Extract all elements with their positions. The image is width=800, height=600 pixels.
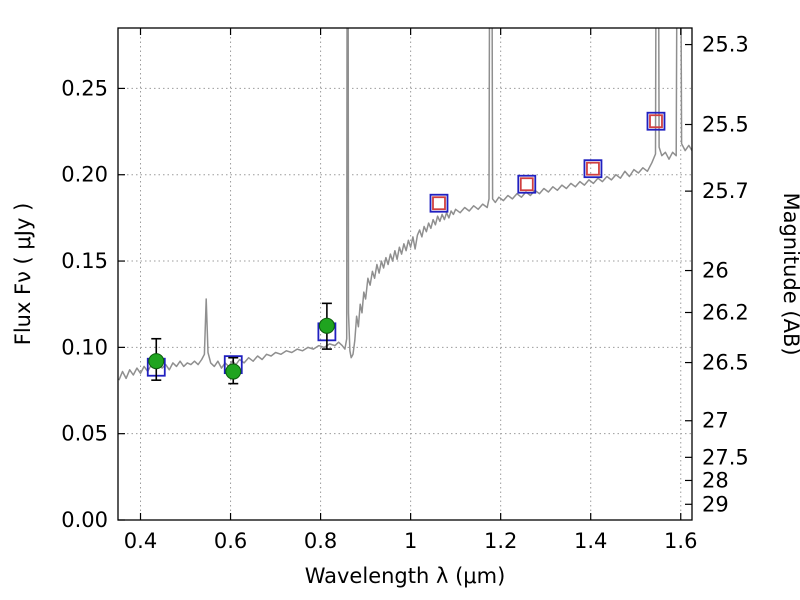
tick-label-layer: 0.4 0.6 0.8 1 1.2 1.4 1.6 0.00 0.05 0.10 0.15 0.20 0…	[61, 33, 749, 553]
x-tick-label: 1	[404, 529, 417, 553]
y-tick-label-right: 27	[702, 409, 729, 433]
photometry-red-squares	[432, 196, 446, 211]
x-tick-label: 0.6	[214, 529, 247, 553]
photometry-red-squares	[586, 161, 600, 176]
galaxy-spectrum	[118, 28, 692, 381]
y-tick-label-right: 29	[702, 492, 729, 516]
y-tick-label-right: 25.7	[702, 179, 749, 203]
y-tick-label-right: 28	[702, 468, 729, 492]
x-tick-label: 1.6	[664, 529, 697, 553]
photometry-green-circles	[225, 363, 242, 380]
x-tick-label: 1.2	[484, 529, 517, 553]
y-tick-label-left: 0.25	[61, 76, 108, 100]
x-axis-label: Wavelength λ (μm)	[305, 564, 506, 588]
y-tick-label-right: 26.5	[702, 351, 749, 375]
tick-layer	[118, 28, 692, 521]
photometry-blue-squares	[429, 193, 449, 213]
y-tick-label-right: 25.3	[702, 33, 749, 57]
y-tick-label-right: 26.2	[702, 300, 749, 324]
y-tick-label-right: 25.5	[702, 113, 749, 137]
plot-background	[118, 28, 692, 520]
y-tick-label-left: 0.10	[61, 335, 108, 359]
photometry-blue-squares	[517, 174, 537, 194]
x-tick-label: 0.8	[304, 529, 337, 553]
y-axis-label-left: Flux Fν ( μJy )	[11, 203, 35, 346]
y-tick-label-right: 26	[702, 259, 729, 283]
photometry-red-squares	[519, 177, 534, 192]
axes-spine	[117, 27, 693, 521]
y-tick-label-left: 0.20	[61, 163, 108, 187]
x-tick-label: 0.4	[124, 529, 157, 553]
y-tick-label-right: 27.5	[702, 445, 749, 469]
y-axis-label-right: Magnitude (AB)	[779, 192, 800, 355]
y-tick-label-left: 0.00	[61, 508, 108, 532]
series-layer	[118, 28, 692, 381]
marker-layer	[146, 111, 666, 385]
y-tick-label-left: 0.15	[61, 249, 108, 273]
y-tick-label-left: 0.05	[61, 422, 108, 446]
photometry-blue-squares	[646, 111, 666, 131]
photometry-red-squares	[649, 114, 663, 129]
x-tick-label: 1.4	[574, 529, 607, 553]
photometry-blue-squares	[583, 159, 603, 179]
photometry-green-circles	[148, 353, 165, 370]
photometry-green-circles	[318, 317, 335, 334]
